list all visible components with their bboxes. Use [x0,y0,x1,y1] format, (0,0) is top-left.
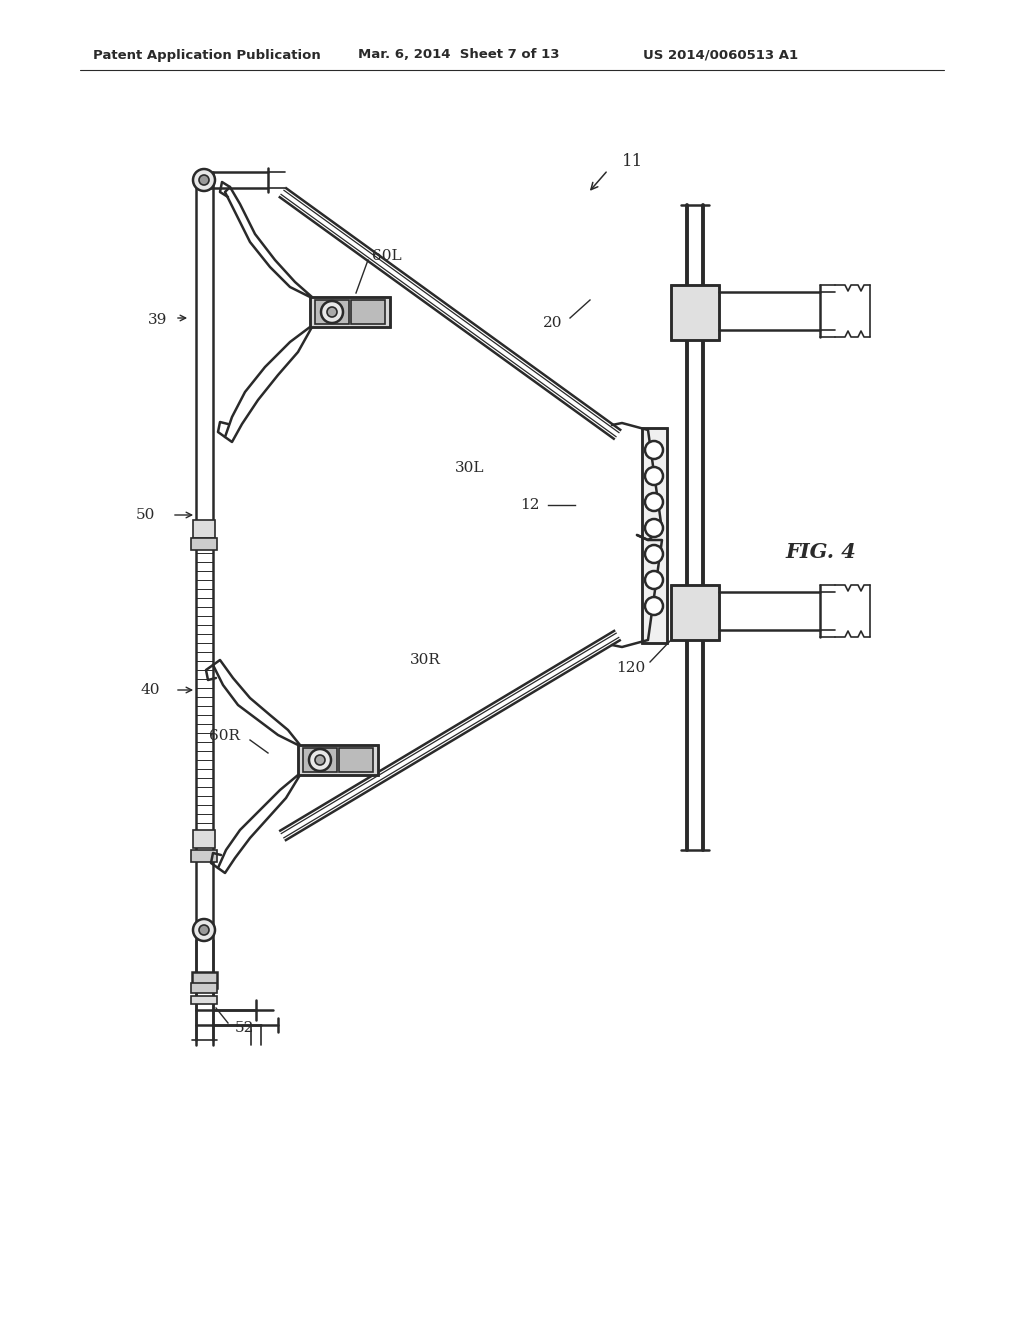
Text: 20: 20 [543,315,562,330]
Circle shape [321,301,343,323]
Circle shape [645,492,663,511]
Text: 60R: 60R [209,729,240,743]
Bar [671,285,719,341]
Bar [298,744,378,775]
Text: 39: 39 [148,313,168,327]
Bar [671,585,719,640]
Bar [191,539,217,550]
Bar [191,983,217,993]
Bar [303,748,337,772]
Circle shape [645,467,663,484]
Circle shape [309,748,331,771]
Text: 52: 52 [234,1020,254,1035]
Circle shape [645,545,663,564]
Circle shape [315,755,325,766]
Text: 12: 12 [520,498,540,512]
Bar [671,285,719,341]
Bar [315,300,349,323]
Bar [351,300,385,323]
Circle shape [193,919,215,941]
Bar [191,997,217,1005]
Circle shape [645,519,663,537]
Text: Mar. 6, 2014  Sheet 7 of 13: Mar. 6, 2014 Sheet 7 of 13 [358,49,559,62]
Text: 50: 50 [135,508,155,521]
Circle shape [193,169,215,191]
Bar [193,520,215,539]
Circle shape [645,441,663,459]
Text: 30R: 30R [410,653,441,667]
Text: 11: 11 [622,153,643,170]
Text: 60L: 60L [372,249,401,263]
Bar [191,850,217,862]
Text: FIG. 4: FIG. 4 [785,543,856,562]
Bar [193,972,217,987]
Bar [642,428,667,643]
Bar [642,428,667,643]
Bar [339,748,373,772]
Circle shape [199,925,209,935]
Circle shape [645,597,663,615]
Text: 120: 120 [615,661,645,675]
Bar [298,744,378,775]
Circle shape [327,308,337,317]
Text: 30L: 30L [455,461,484,475]
Text: US 2014/0060513 A1: US 2014/0060513 A1 [643,49,798,62]
Text: 40: 40 [140,682,160,697]
Circle shape [645,572,663,589]
Bar [671,585,719,640]
Circle shape [199,176,209,185]
Bar [310,297,390,327]
Bar [193,830,215,847]
Text: Patent Application Publication: Patent Application Publication [93,49,321,62]
Bar [310,297,390,327]
